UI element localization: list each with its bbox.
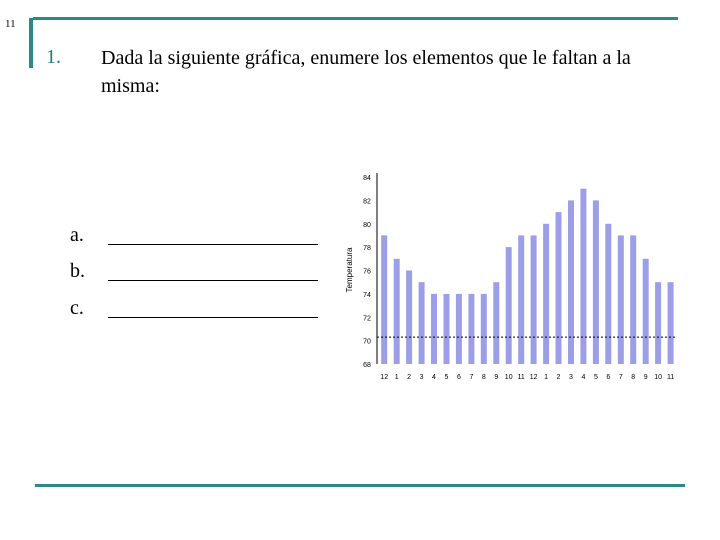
bar — [381, 235, 388, 364]
x-tick-label: 3 — [569, 374, 573, 381]
bar — [642, 258, 649, 364]
x-tick-label: 4 — [581, 374, 585, 381]
answer-letter: b. — [70, 260, 85, 282]
x-tick-label: 4 — [432, 374, 436, 381]
slide-number: 11 — [5, 18, 16, 30]
answer-letter: a. — [70, 224, 84, 246]
bar — [443, 293, 450, 364]
x-tick-label: 7 — [469, 374, 473, 381]
x-tick-label: 11 — [518, 374, 525, 381]
answer-blank-line — [108, 244, 318, 245]
bar — [418, 282, 425, 364]
frame-top-bar — [33, 17, 678, 20]
x-tick-label: 10 — [654, 374, 662, 381]
frame-bottom-bar — [35, 484, 685, 487]
question-text: Dada la siguiente gráfica, enumere los e… — [101, 47, 631, 97]
x-tick-label: 6 — [606, 374, 610, 381]
bar — [505, 247, 512, 364]
bar — [480, 293, 487, 364]
x-tick-label: 3 — [420, 374, 424, 381]
bar — [592, 200, 599, 364]
bar — [468, 293, 475, 364]
x-tick-label: 10 — [505, 374, 513, 381]
y-tick-label: 74 — [363, 292, 371, 299]
y-tick-labels: 68 70 72 74 76 78 80 82 84 — [363, 175, 371, 369]
y-tick-label: 84 — [363, 175, 371, 182]
x-tick-label: 1 — [544, 374, 548, 381]
y-tick-label: 80 — [363, 222, 371, 229]
bar — [431, 293, 437, 364]
bar — [493, 282, 500, 364]
bar — [667, 282, 674, 364]
bars — [381, 188, 674, 365]
x-tick-label: 5 — [445, 374, 449, 381]
frame-top-cap — [675, 17, 678, 20]
y-tick-label: 70 — [363, 339, 371, 346]
x-tick-label: 6 — [457, 374, 461, 381]
bar — [655, 282, 662, 364]
x-tick-label: 2 — [557, 374, 561, 381]
y-tick-label: 68 — [363, 362, 371, 369]
x-tick-label: 8 — [482, 374, 486, 381]
y-tick-label: 78 — [363, 245, 371, 252]
bar — [543, 223, 550, 365]
bar — [406, 270, 413, 364]
frame-left-bar — [29, 18, 33, 68]
x-tick-label: 8 — [631, 374, 635, 381]
x-tick-label: 5 — [594, 374, 598, 381]
bar — [555, 212, 562, 364]
x-tick-label: 1 — [395, 374, 399, 381]
bar — [605, 223, 612, 365]
answer-blank-line — [108, 317, 318, 318]
x-tick-labels: 12 1 2 3 4 5 6 7 8 9 10 11 12 1 2 3 4 5 6 7 8 9 10 11 — [380, 374, 674, 381]
x-tick-label: 11 — [667, 374, 674, 381]
y-tick-label: 76 — [363, 269, 371, 276]
y-tick-label: 82 — [363, 198, 371, 205]
y-axis-label: Temperatura — [345, 247, 354, 292]
x-tick-label: 2 — [407, 374, 411, 381]
bar — [393, 258, 400, 364]
x-tick-label: 12 — [380, 374, 388, 381]
bar — [630, 235, 637, 364]
bar — [455, 293, 462, 364]
question-number: 1. — [46, 46, 61, 68]
x-tick-label: 9 — [644, 374, 648, 381]
answer-letter: c. — [70, 297, 84, 319]
x-tick-label: 9 — [494, 374, 498, 381]
x-tick-label: 12 — [530, 374, 538, 381]
bar — [568, 200, 574, 364]
bar — [617, 235, 624, 364]
y-tick-label: 72 — [363, 315, 371, 322]
bar — [530, 235, 537, 364]
answer-blank-line — [108, 280, 318, 281]
bar — [518, 235, 525, 364]
bar — [580, 188, 587, 364]
x-tick-label: 7 — [619, 374, 623, 381]
